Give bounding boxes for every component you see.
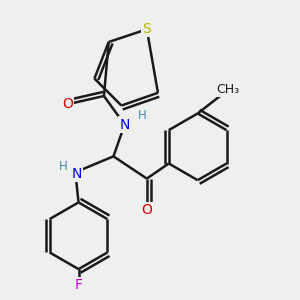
Text: H: H [59,160,68,173]
Text: F: F [74,278,83,292]
Text: O: O [141,203,152,218]
Text: O: O [62,97,73,111]
Text: S: S [142,22,151,36]
Text: CH₃: CH₃ [216,83,239,96]
Text: N: N [119,118,130,132]
Text: N: N [72,167,82,181]
Text: H: H [138,109,146,122]
